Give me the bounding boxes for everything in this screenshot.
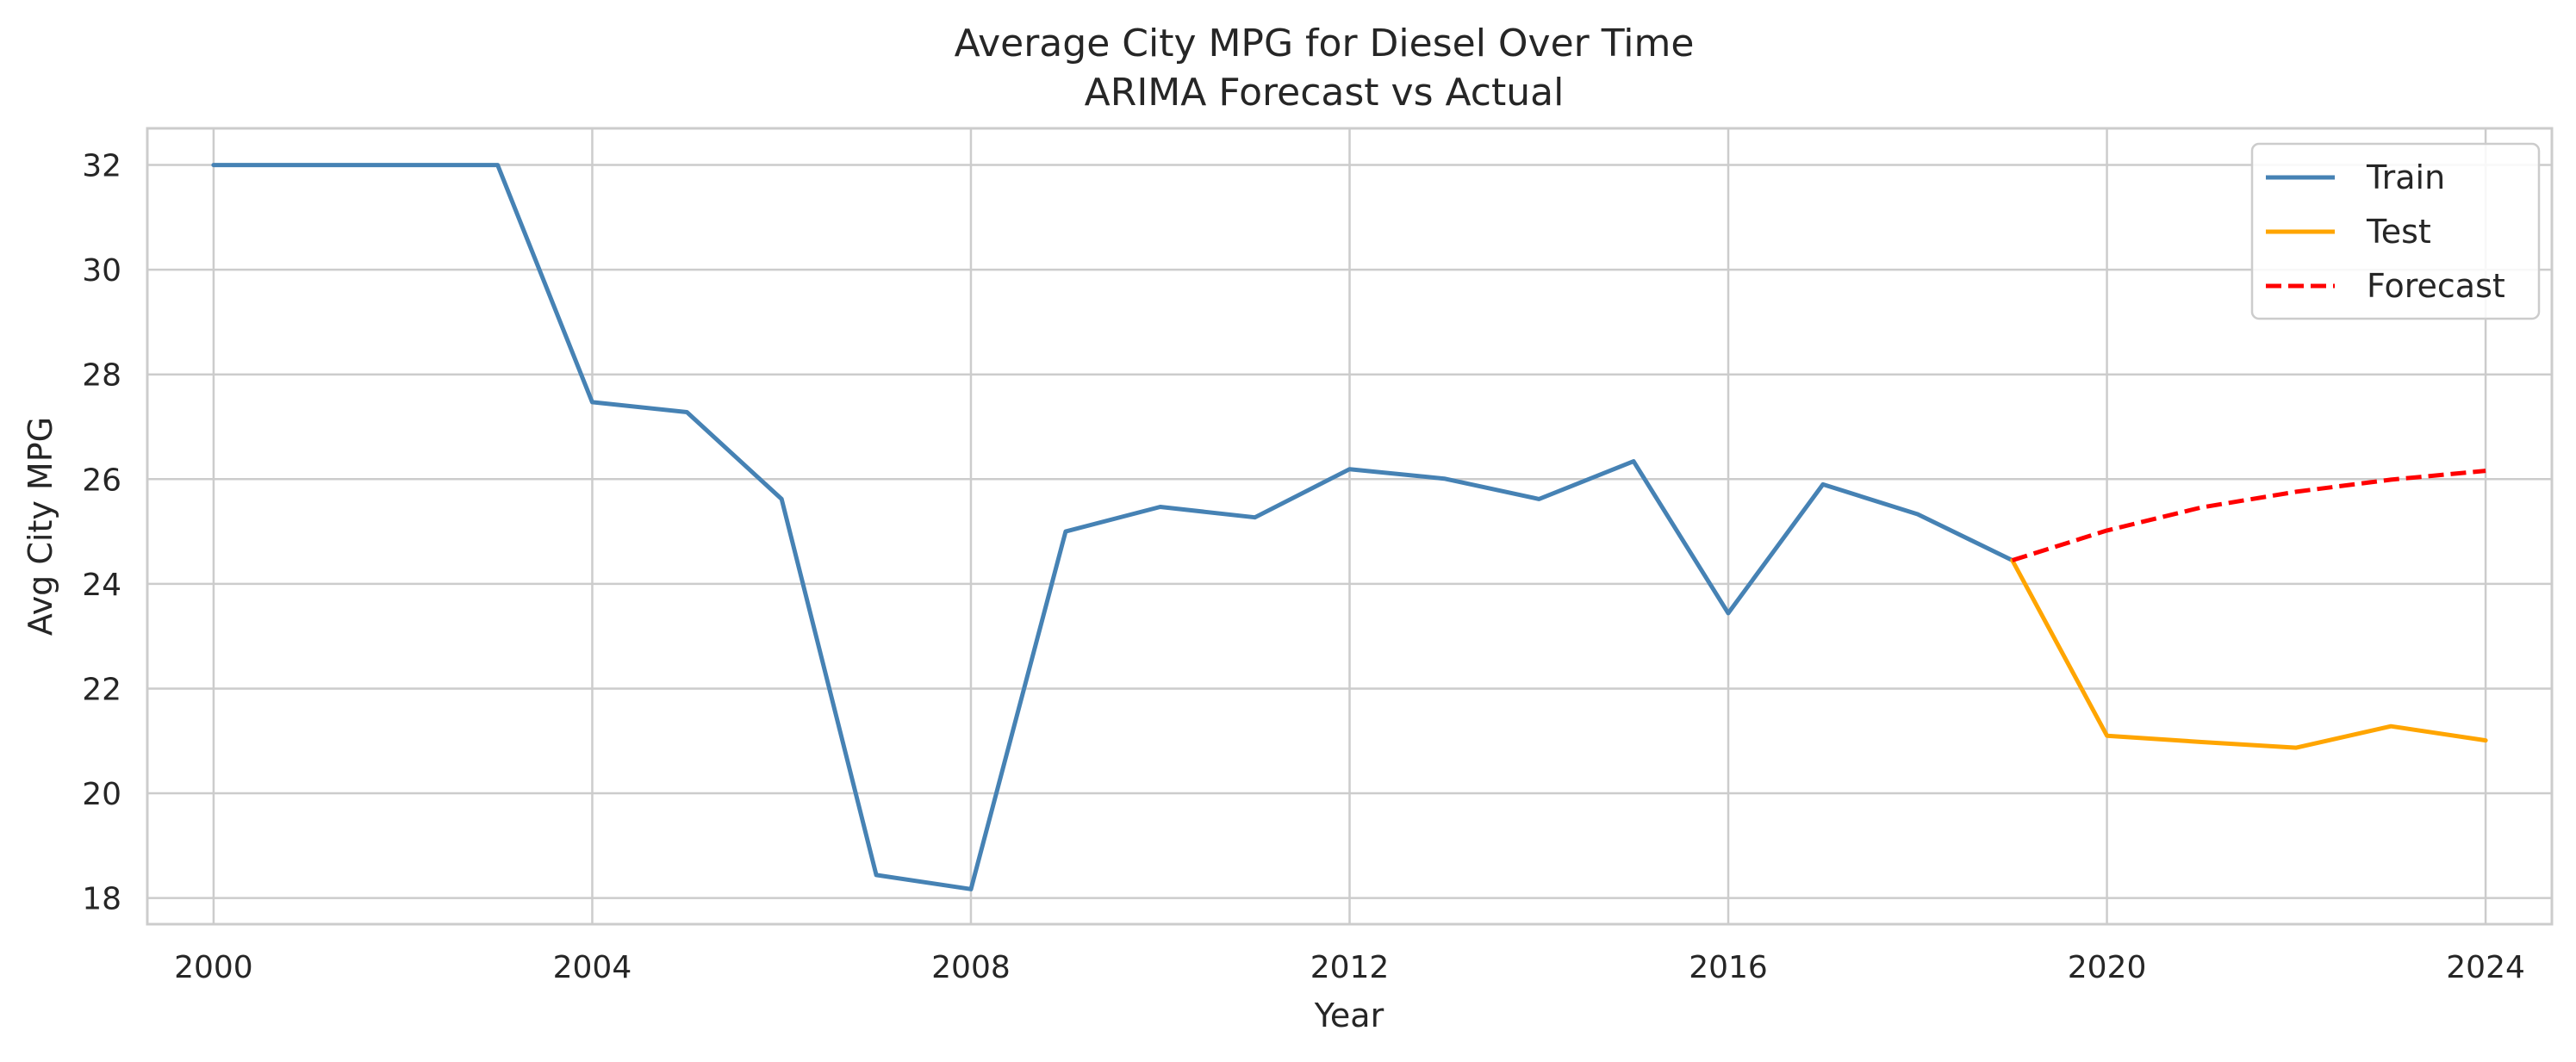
- x-tick-label: 2012: [1310, 950, 1390, 985]
- legend-box: [2250, 142, 2541, 320]
- y-tick-labels: 18 20 22 24 26 28 30 32: [82, 149, 121, 917]
- x-tick-label: 2004: [553, 950, 632, 985]
- x-tick-label: 2000: [174, 950, 253, 985]
- plot-frame: [146, 127, 2554, 926]
- series-line-forecast: [2011, 469, 2486, 562]
- x-tick-label: 2016: [1689, 950, 1768, 985]
- legend: Train Test Forecast: [2250, 142, 2541, 320]
- y-axis-label: Avg City MPG: [22, 417, 59, 636]
- y-tick-label: 30: [82, 253, 121, 289]
- grid: [147, 128, 2552, 924]
- y-tick-label: 26: [82, 463, 121, 498]
- y-tick-label: 32: [82, 149, 121, 184]
- x-axis-label: Year: [1314, 997, 1384, 1034]
- chart-title: Average City MPG for Diesel Over Time: [955, 22, 1695, 65]
- series-group: [211, 163, 2488, 891]
- legend-label-test: Test: [2366, 213, 2431, 251]
- x-tick-label: 2008: [931, 950, 1011, 985]
- x-tick-label: 2020: [2068, 950, 2147, 985]
- legend-label-train: Train: [2366, 158, 2445, 196]
- series-line-train: [211, 163, 2015, 891]
- y-tick-label: 28: [82, 358, 121, 394]
- y-tick-label: 22: [82, 672, 121, 707]
- legend-label-forecast: Forecast: [2367, 267, 2505, 305]
- y-tick-label: 20: [82, 777, 121, 812]
- y-tick-label: 24: [82, 568, 121, 603]
- y-tick-label: 18: [82, 882, 121, 917]
- x-tick-label: 2024: [2446, 950, 2525, 985]
- chart-subtitle: ARIMA Forecast vs Actual: [1085, 71, 1565, 115]
- x-tick-labels: 2000 2004 2008 2012 2016 2020 2024: [174, 950, 2525, 985]
- series-line-test: [2010, 558, 2488, 750]
- legend-items: Train Test Forecast: [2266, 158, 2505, 305]
